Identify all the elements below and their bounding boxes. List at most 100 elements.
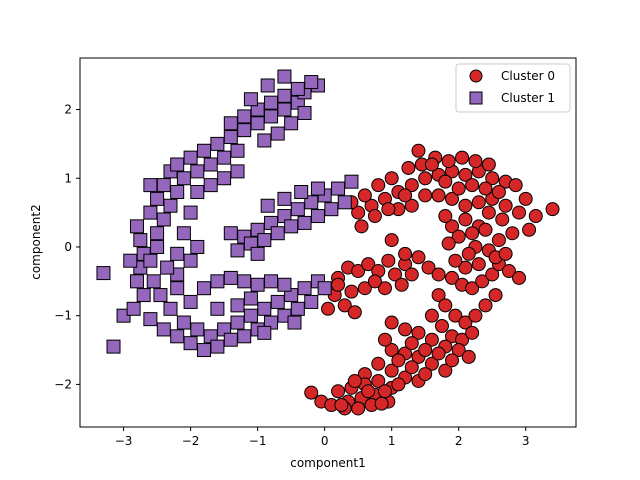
cluster0-point-22 <box>411 250 426 265</box>
cluster0-point-96 <box>448 253 463 268</box>
cluster1-point-4 <box>136 288 151 303</box>
cluster0-point-79 <box>478 181 493 196</box>
cluster1-point-51 <box>153 288 168 303</box>
cluster0-point-11 <box>357 281 372 296</box>
cluster0-point-148 <box>431 346 446 361</box>
cluster1-point-39 <box>230 143 245 158</box>
cluster0-point-90 <box>478 222 493 237</box>
cluster1-point-20 <box>264 109 279 124</box>
cluster1-point-125 <box>277 191 292 206</box>
cluster0-point-80 <box>491 184 506 199</box>
cluster0-point-151 <box>391 353 406 368</box>
cluster1-point-66 <box>290 301 305 316</box>
cluster1-point-83 <box>250 277 265 292</box>
cluster0-point-152 <box>404 360 419 375</box>
cluster1-point-103 <box>133 233 148 248</box>
cluster1-point-59 <box>257 301 272 316</box>
cluster0-point-102 <box>431 288 446 303</box>
cluster1-point-70 <box>237 329 252 344</box>
cluster1-point-120 <box>297 215 312 230</box>
cluster1-point-76 <box>156 322 171 337</box>
cluster0-point-10 <box>377 281 392 296</box>
y-axis-label: component2 <box>29 204 43 280</box>
cluster0-point-64 <box>512 205 527 220</box>
cluster0-point-15 <box>321 301 335 316</box>
cluster0-point-109 <box>434 318 449 333</box>
cluster0-point-68 <box>458 198 473 213</box>
cluster1-point-96 <box>170 281 185 296</box>
cluster0-point-82 <box>381 202 396 217</box>
cluster0-point-126 <box>371 356 386 371</box>
cluster0-point-115 <box>398 322 413 337</box>
cluster1-point-94 <box>170 246 185 261</box>
cluster1-point-26 <box>290 81 305 96</box>
cluster1-point-48 <box>150 239 165 254</box>
cluster0-point-6 <box>388 267 403 282</box>
y-tick-label: −2 <box>54 377 72 391</box>
cluster0-point-19 <box>367 274 382 289</box>
cluster0-point-54 <box>468 154 483 169</box>
cluster1-point-65 <box>304 294 319 309</box>
cluster1-point-32 <box>277 69 292 84</box>
cluster0-point-21 <box>398 246 413 261</box>
cluster0-point-154 <box>377 384 392 399</box>
cluster1-point-5 <box>129 274 144 289</box>
cluster1-point-42 <box>190 164 205 179</box>
cluster1-point-62 <box>297 281 312 296</box>
cluster0-point-125 <box>438 363 453 378</box>
cluster0-point-62 <box>545 202 560 217</box>
cluster1-point-114 <box>344 174 359 189</box>
cluster0-point-95 <box>458 260 473 275</box>
cluster1-point-13 <box>170 157 185 172</box>
cluster0-point-83 <box>367 209 382 224</box>
cluster1-point-77 <box>143 312 158 327</box>
cluster0-point-99 <box>498 246 513 261</box>
cluster0-point-8 <box>404 267 419 282</box>
cluster1-point-25 <box>304 75 319 90</box>
cluster1-point-0 <box>96 266 111 281</box>
legend-label-1: Cluster 1 <box>501 91 555 105</box>
cluster1-point-95 <box>160 260 175 275</box>
cluster1-point-72 <box>210 339 225 354</box>
cluster0-point-2 <box>351 264 366 279</box>
cluster0-point-159 <box>374 396 389 411</box>
cluster1-point-28 <box>264 95 279 110</box>
cluster1-point-1 <box>106 339 121 354</box>
x-axis-label: component1 <box>290 456 366 470</box>
cluster1-point-98 <box>230 298 245 313</box>
cluster1-point-100 <box>277 277 292 292</box>
cluster0-point-55 <box>481 157 496 172</box>
cluster0-point-5 <box>381 253 396 268</box>
x-tick-label: −3 <box>115 434 133 448</box>
cluster0-point-35 <box>491 233 506 248</box>
cluster0-point-74 <box>411 143 426 158</box>
cluster1-point-81 <box>223 270 238 285</box>
cluster0-point-56 <box>371 178 386 193</box>
cluster1-point-75 <box>170 329 185 344</box>
cluster0-point-127 <box>384 363 399 378</box>
cluster1-point-92 <box>217 171 232 186</box>
cluster0-point-88 <box>451 229 466 244</box>
cluster0-point-155 <box>347 373 362 388</box>
legend: Cluster 0 Cluster 1 <box>455 63 571 113</box>
cluster1-point-27 <box>277 88 292 103</box>
cluster0-point-69 <box>445 191 459 206</box>
cluster0-point-9 <box>394 277 409 292</box>
cluster1-point-8 <box>129 219 144 234</box>
cluster0-point-119 <box>451 343 466 358</box>
cluster1-point-113 <box>331 181 346 196</box>
cluster0-point-94 <box>471 257 486 272</box>
cluster0-point-114 <box>384 315 399 330</box>
cluster1-point-128 <box>223 226 238 241</box>
cluster1-point-88 <box>176 226 191 241</box>
cluster0-point-120 <box>461 349 476 364</box>
cluster1-point-84 <box>264 274 279 289</box>
cluster0-point-48 <box>384 171 399 186</box>
cluster1-point-122 <box>324 202 339 217</box>
cluster1-point-87 <box>190 239 205 254</box>
cluster0-point-65 <box>498 198 513 213</box>
cluster0-point-44 <box>458 167 473 182</box>
cluster0-point-63 <box>522 222 537 237</box>
cluster0-point-49 <box>401 160 416 175</box>
cluster1-point-46 <box>156 212 171 227</box>
